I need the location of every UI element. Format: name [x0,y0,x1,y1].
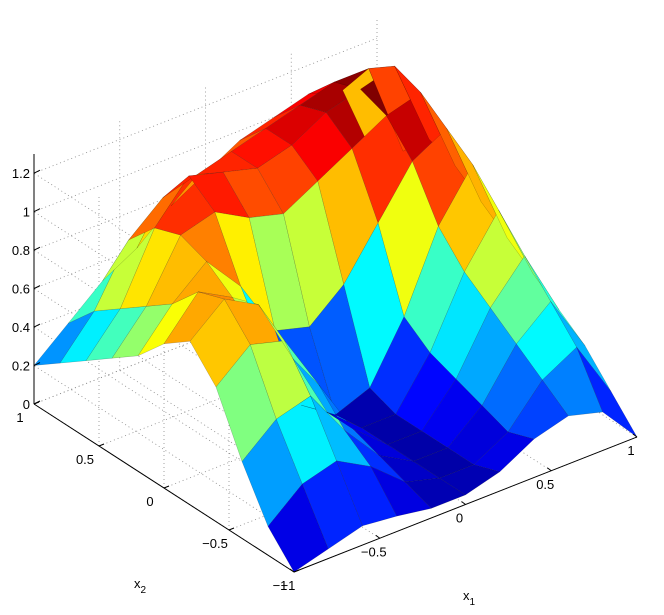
z-tick [33,208,41,213]
surface-mesh [33,65,638,573]
z-tick [33,362,41,366]
x1-tick-label: −0.5 [361,544,387,559]
grid-line [33,37,378,174]
x2-tick-label: −0.5 [202,536,228,551]
x2-tick [293,569,300,573]
x2-tick-label: 0 [146,494,153,509]
surface-patch [576,347,638,438]
x1-tick [546,467,552,472]
z-tick-label: 1.2 [12,166,30,181]
z-tick [33,169,41,174]
z-tick-label: 0 [23,397,30,412]
x1-tick-label: −1 [281,578,296,593]
x1-tick [289,568,295,573]
x1-tick [461,501,466,505]
x1-tick-label: 1 [627,443,634,458]
z-tick-label: 0.6 [12,282,30,297]
z-tick-label: 1 [23,205,30,220]
z-tick [33,246,41,251]
x2-tick-label: 0.5 [76,452,94,467]
z-tick-label: 0.4 [12,320,30,335]
x2-tick [228,527,235,531]
x1-tick [632,433,638,438]
z-tick [33,323,41,328]
y-axis-label: x2 [134,576,147,596]
axes [33,154,638,573]
x2-tick-label: 1 [16,410,23,425]
z-tick-label: 0.2 [12,359,30,374]
x1-tick [375,534,381,539]
surface-patch [472,164,534,274]
x2-tick [98,443,105,447]
x1-tick-label: 0.5 [536,477,554,492]
z-tick [33,400,41,405]
x2-tick-label: −1 [273,578,288,593]
z-tick-label: 0.8 [12,243,30,258]
x2-tick [163,485,170,489]
z-tick [33,285,41,290]
x1-tick-label: 0 [456,511,463,526]
x-axis-label: x1 [463,588,476,608]
